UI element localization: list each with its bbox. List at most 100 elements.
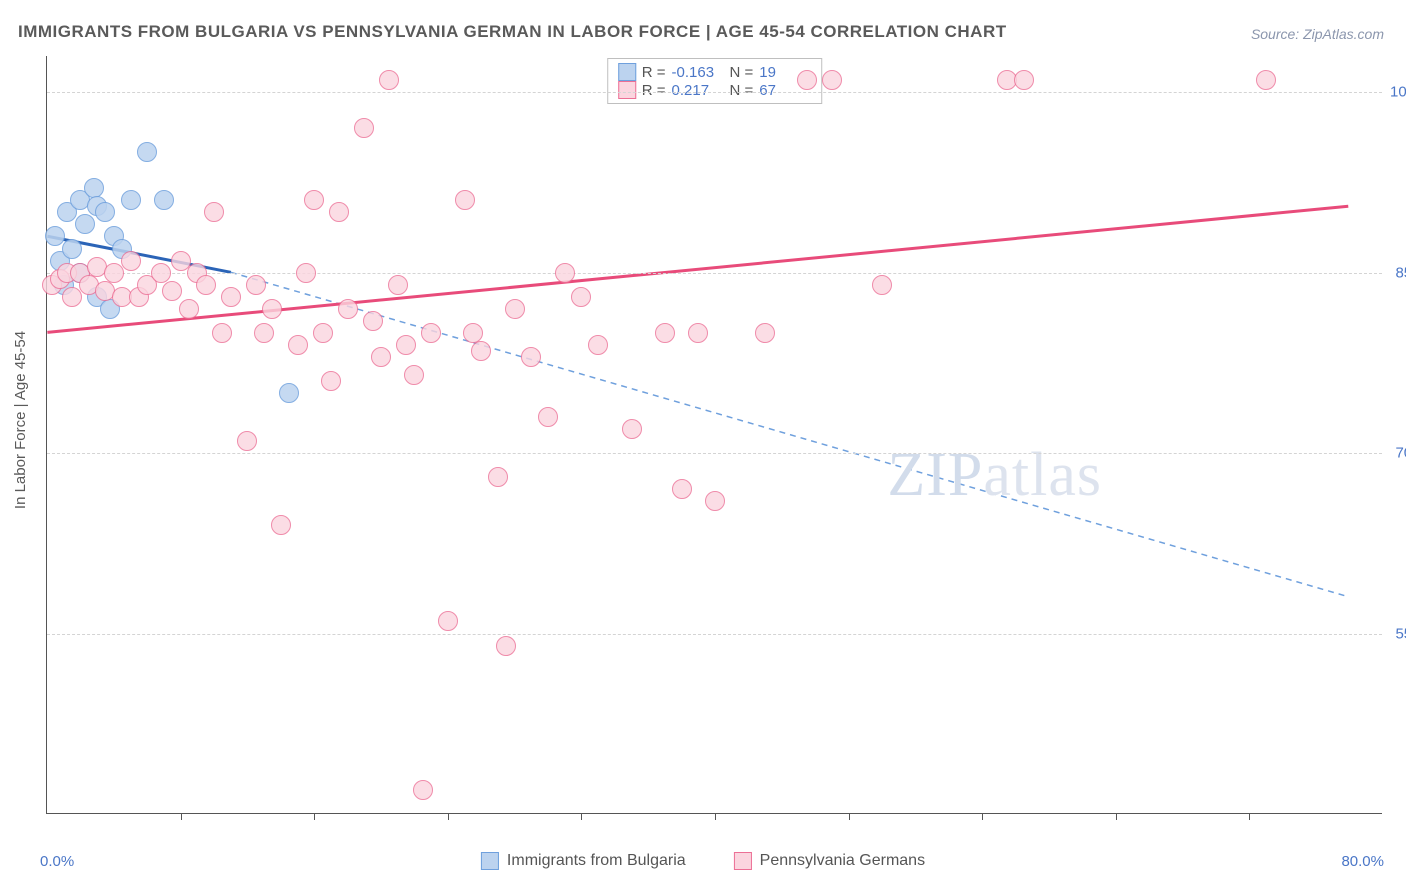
x-tick bbox=[581, 813, 582, 820]
data-point-penn-german bbox=[338, 299, 358, 319]
data-point-penn-german bbox=[1014, 70, 1034, 90]
bottom-swatch-penn-german bbox=[734, 852, 752, 870]
y-axis-title: In Labor Force | Age 45-54 bbox=[12, 331, 29, 509]
data-point-bulgaria bbox=[62, 239, 82, 259]
bottom-label-bulgaria: Immigrants from Bulgaria bbox=[507, 852, 686, 870]
legend-n-label: N = bbox=[730, 64, 754, 81]
scatter-chart: R = -0.163 N = 19 R = 0.217 N = 67 ZIPat… bbox=[46, 56, 1382, 814]
bottom-legend: Immigrants from Bulgaria Pennsylvania Ge… bbox=[481, 852, 925, 870]
data-point-penn-german bbox=[388, 275, 408, 295]
data-point-penn-german bbox=[62, 287, 82, 307]
gridline-h bbox=[47, 453, 1382, 454]
data-point-bulgaria bbox=[137, 142, 157, 162]
data-point-penn-german bbox=[705, 491, 725, 511]
data-point-penn-german bbox=[505, 299, 525, 319]
data-point-penn-german bbox=[655, 323, 675, 343]
y-tick-label: 55.0% bbox=[1390, 625, 1406, 642]
data-point-penn-german bbox=[404, 365, 424, 385]
data-point-penn-german bbox=[151, 263, 171, 283]
data-point-penn-german bbox=[379, 70, 399, 90]
y-tick-label: 100.0% bbox=[1390, 84, 1406, 101]
data-point-penn-german bbox=[421, 323, 441, 343]
data-point-penn-german bbox=[396, 335, 416, 355]
data-point-bulgaria bbox=[75, 214, 95, 234]
x-tick bbox=[1249, 813, 1250, 820]
data-point-penn-german bbox=[262, 299, 282, 319]
gridline-h bbox=[47, 92, 1382, 93]
watermark-zip: ZIP bbox=[887, 441, 983, 509]
data-point-bulgaria bbox=[121, 190, 141, 210]
data-point-penn-german bbox=[872, 275, 892, 295]
data-point-penn-german bbox=[304, 190, 324, 210]
data-point-penn-german bbox=[555, 263, 575, 283]
data-point-penn-german bbox=[162, 281, 182, 301]
legend-n-label: N = bbox=[730, 82, 754, 99]
data-point-penn-german bbox=[288, 335, 308, 355]
data-point-penn-german bbox=[672, 479, 692, 499]
data-point-penn-german bbox=[363, 311, 383, 331]
legend-r-label: R = bbox=[642, 64, 666, 81]
x-axis-max-label: 80.0% bbox=[1341, 853, 1384, 870]
data-point-penn-german bbox=[496, 636, 516, 656]
data-point-penn-german bbox=[463, 323, 483, 343]
x-tick bbox=[982, 813, 983, 820]
data-point-penn-german bbox=[354, 118, 374, 138]
data-point-penn-german bbox=[588, 335, 608, 355]
y-tick-label: 70.0% bbox=[1390, 445, 1406, 462]
data-point-bulgaria bbox=[279, 383, 299, 403]
gridline-h bbox=[47, 273, 1382, 274]
data-point-penn-german bbox=[538, 407, 558, 427]
bottom-legend-bulgaria: Immigrants from Bulgaria bbox=[481, 852, 686, 870]
data-point-penn-german bbox=[321, 371, 341, 391]
legend-row-penn-german: R = 0.217 N = 67 bbox=[618, 81, 812, 99]
correlation-legend: R = -0.163 N = 19 R = 0.217 N = 67 bbox=[607, 58, 823, 104]
data-point-penn-german bbox=[571, 287, 591, 307]
legend-r-value-penn-german: 0.217 bbox=[672, 82, 724, 99]
data-point-bulgaria bbox=[154, 190, 174, 210]
data-point-penn-german bbox=[822, 70, 842, 90]
legend-row-bulgaria: R = -0.163 N = 19 bbox=[618, 63, 812, 81]
bottom-label-penn-german: Pennsylvania Germans bbox=[760, 852, 925, 870]
data-point-penn-german bbox=[237, 431, 257, 451]
data-point-penn-german bbox=[329, 202, 349, 222]
source-attribution: Source: ZipAtlas.com bbox=[1251, 26, 1384, 42]
legend-r-label: R = bbox=[642, 82, 666, 99]
data-point-penn-german bbox=[196, 275, 216, 295]
data-point-penn-german bbox=[204, 202, 224, 222]
data-point-penn-german bbox=[271, 515, 291, 535]
data-point-penn-german bbox=[221, 287, 241, 307]
data-point-penn-german bbox=[179, 299, 199, 319]
data-point-penn-german bbox=[212, 323, 232, 343]
data-point-penn-german bbox=[104, 263, 124, 283]
data-point-bulgaria bbox=[95, 202, 115, 222]
data-point-penn-german bbox=[455, 190, 475, 210]
bottom-legend-penn-german: Pennsylvania Germans bbox=[734, 852, 925, 870]
data-point-penn-german bbox=[521, 347, 541, 367]
bottom-swatch-bulgaria bbox=[481, 852, 499, 870]
x-tick bbox=[849, 813, 850, 820]
data-point-penn-german bbox=[488, 467, 508, 487]
legend-r-value-bulgaria: -0.163 bbox=[672, 64, 724, 81]
data-point-penn-german bbox=[296, 263, 316, 283]
data-point-penn-german bbox=[755, 323, 775, 343]
data-point-penn-german bbox=[254, 323, 274, 343]
data-point-penn-german bbox=[371, 347, 391, 367]
data-point-bulgaria bbox=[84, 178, 104, 198]
x-tick bbox=[314, 813, 315, 820]
data-point-penn-german bbox=[413, 780, 433, 800]
data-point-penn-german bbox=[121, 251, 141, 271]
chart-title: IMMIGRANTS FROM BULGARIA VS PENNSYLVANIA… bbox=[18, 22, 1007, 42]
x-tick bbox=[448, 813, 449, 820]
legend-swatch-bulgaria bbox=[618, 63, 636, 81]
watermark: ZIPatlas bbox=[887, 440, 1102, 511]
y-tick-label: 85.0% bbox=[1390, 264, 1406, 281]
watermark-atlas: atlas bbox=[983, 441, 1102, 509]
x-tick bbox=[181, 813, 182, 820]
data-point-penn-german bbox=[471, 341, 491, 361]
data-point-penn-german bbox=[688, 323, 708, 343]
data-point-penn-german bbox=[313, 323, 333, 343]
data-point-penn-german bbox=[1256, 70, 1276, 90]
data-point-penn-german bbox=[797, 70, 817, 90]
data-point-penn-german bbox=[438, 611, 458, 631]
x-tick bbox=[715, 813, 716, 820]
